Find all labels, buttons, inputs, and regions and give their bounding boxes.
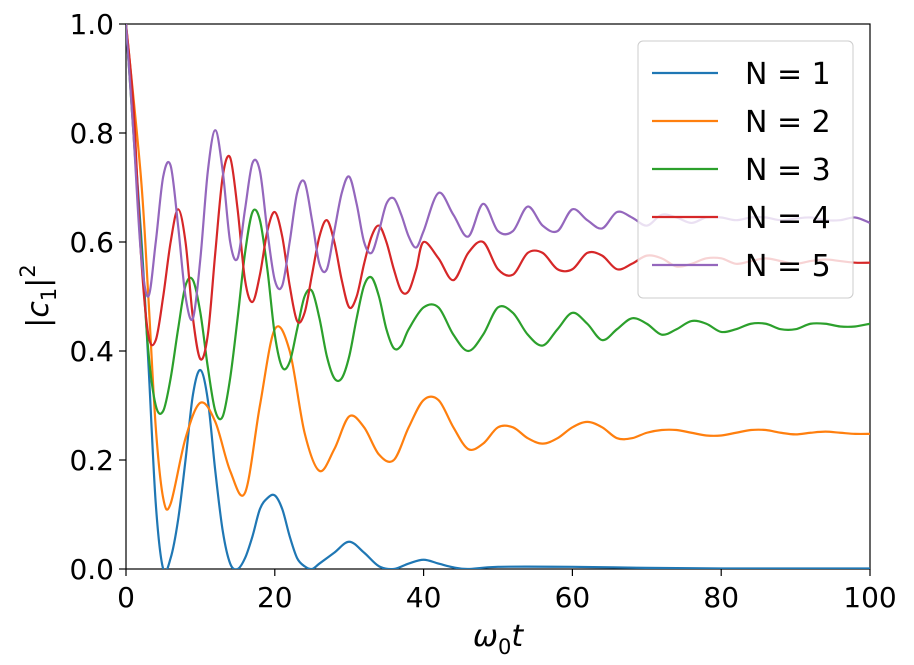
y-tick-label: 0.4 (69, 335, 114, 368)
x-tick-label: 100 (843, 581, 896, 614)
plot-area (125, 23, 871, 570)
plot-frame (125, 23, 871, 570)
legend-label-n3: N = 3 (745, 153, 831, 188)
legend-label-n5: N = 5 (745, 249, 831, 284)
legend-box (637, 40, 854, 299)
y-tick-label: 0.2 (69, 444, 114, 477)
series-line-n2 (126, 24, 870, 511)
x-tick-label: 60 (555, 581, 591, 614)
x-tick-label: 40 (406, 581, 442, 614)
legend-label-n1: N = 1 (745, 57, 831, 92)
x-axis: 0 20 40 60 80 100 (117, 569, 897, 614)
series-line-n1 (126, 24, 870, 569)
y-axis: 0.0 0.2 0.4 0.6 0.8 1.0 (69, 8, 126, 586)
y-tick-label: 0.0 (69, 553, 114, 586)
legend-label-n2: N = 2 (745, 105, 831, 140)
y-tick-label: 1.0 (69, 8, 114, 41)
x-tick-label: 80 (703, 581, 739, 614)
x-tick-label: 0 (117, 581, 135, 614)
y-tick-label: 0.6 (69, 226, 114, 259)
legend-label-n4: N = 4 (745, 201, 831, 236)
x-axis-label: ω0t (473, 619, 525, 659)
x-tick-label: 20 (257, 581, 293, 614)
series-line-n3 (126, 24, 870, 421)
y-axis-label: |c1|2 (16, 264, 61, 327)
legend: N = 1 N = 2 N = 3 N = 4 N = 5 (637, 40, 854, 299)
y-tick-label: 0.8 (69, 117, 114, 150)
